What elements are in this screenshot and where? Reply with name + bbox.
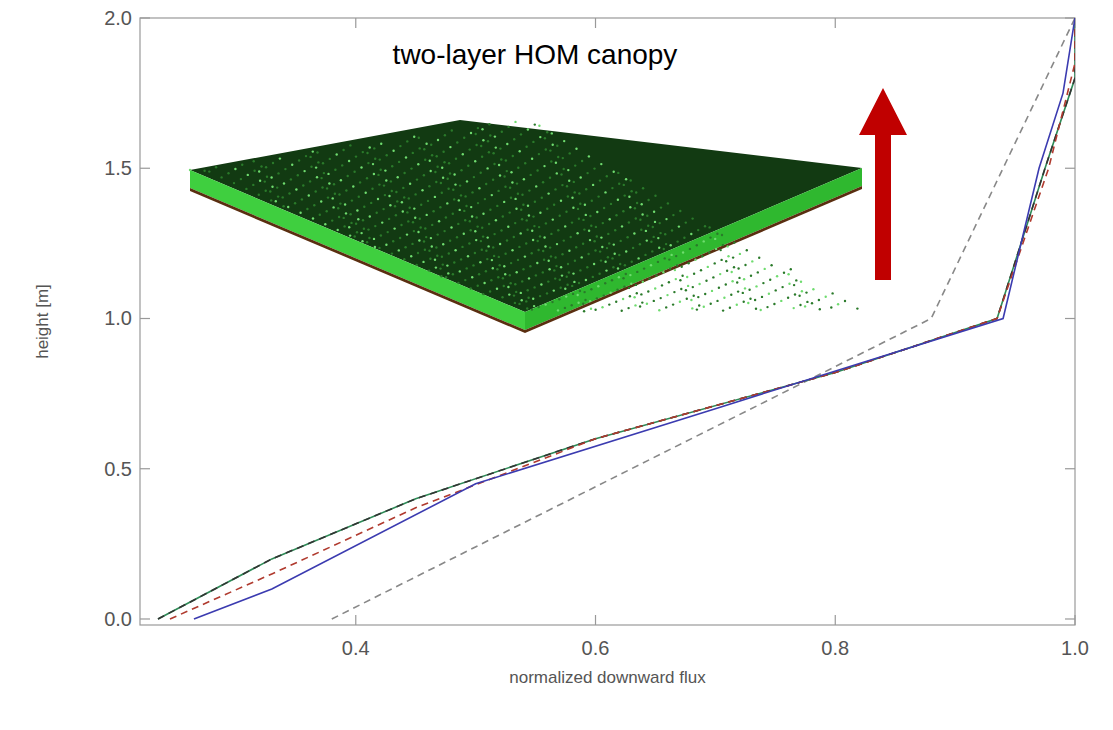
y-tick: [1065, 618, 1075, 619]
y-tick-label: 1.5: [104, 157, 132, 179]
series-line: [158, 18, 1075, 619]
y-tick-label: 0.0: [104, 608, 132, 630]
y-tick: [140, 618, 150, 619]
series-line: [170, 18, 1075, 619]
x-tick-label: 0.4: [342, 637, 370, 659]
y-tick: [140, 318, 150, 319]
x-tick-label: 0.8: [821, 637, 849, 659]
y-axis-title: height [m]: [33, 284, 52, 359]
series-line: [194, 18, 1075, 619]
y-tick: [1065, 318, 1075, 319]
x-tick-label: 1.0: [1061, 637, 1089, 659]
y-tick: [1065, 168, 1075, 169]
x-tick: [595, 18, 596, 28]
x-tick: [1074, 615, 1075, 625]
x-tick: [595, 615, 596, 625]
x-axis-title: normalized downward flux: [509, 668, 706, 687]
x-tick: [355, 18, 356, 28]
y-tick-label: 2.0: [104, 7, 132, 29]
series-group: [158, 18, 1075, 619]
x-tick-label: 0.6: [582, 637, 610, 659]
y-tick: [140, 168, 150, 169]
series-line: [332, 18, 1075, 619]
y-tick: [140, 468, 150, 469]
y-tick-label: 1.0: [104, 307, 132, 329]
x-tick: [355, 615, 356, 625]
arrow: [859, 88, 907, 280]
y-tick: [1065, 17, 1075, 18]
canopy-illustration: [189, 120, 862, 333]
y-tick: [140, 17, 150, 18]
y-tick: [1065, 468, 1075, 469]
plot-frame: [140, 18, 1075, 625]
y-tick-label: 0.5: [104, 458, 132, 480]
series-line: [158, 18, 1075, 619]
x-tick: [835, 18, 836, 28]
annotation: two-layer HOM canopy: [393, 39, 678, 70]
chart: 0.4 0.6 0.8 1.0 0.0 0.5 1.0 1.5 2.0 normalized do…: [0, 0, 1113, 730]
x-tick: [835, 615, 836, 625]
